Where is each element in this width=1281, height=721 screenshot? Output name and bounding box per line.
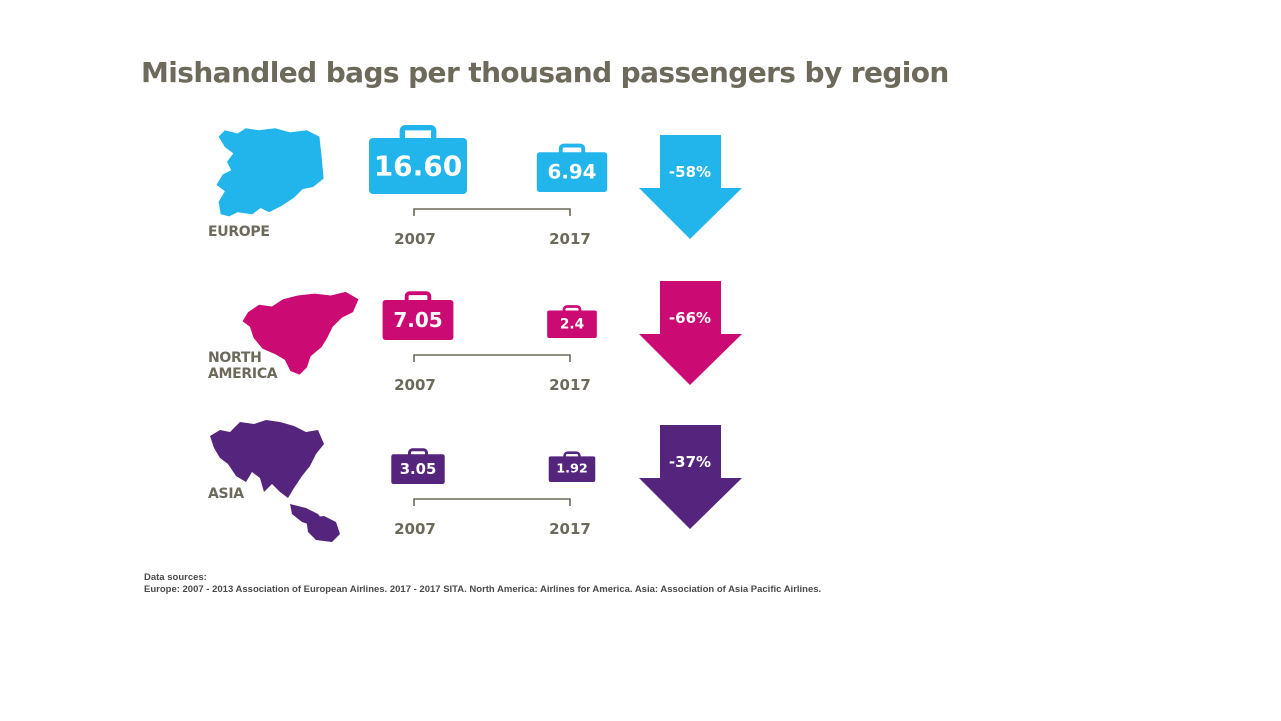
region-row-asia: ASIA 2007 2017 -37%: [208, 420, 742, 542]
region-label-asia: ASIA: [208, 486, 245, 502]
timeline-bracket: [413, 208, 571, 216]
region-label-line: AMERICA: [208, 366, 278, 382]
suitcase-north_america-2007: 7.05: [382, 291, 454, 340]
suitcase-body: [369, 138, 467, 194]
suitcase-value-label: 6.94: [548, 161, 597, 184]
timeline-bracket: [413, 354, 571, 362]
year-label-2007: 2007: [394, 520, 436, 538]
suitcase-value-label: 2.4: [560, 316, 584, 332]
region-label-europe: EUROPE: [208, 224, 270, 240]
suitcase-north_america-2017: 2.4: [547, 305, 597, 338]
down-arrow-icon: [639, 425, 742, 529]
region-label-line: ASIA: [208, 486, 244, 502]
suitcase-value-label: 16.60: [374, 150, 463, 183]
suitcase-body: [547, 310, 597, 338]
asia-map-icon: [210, 420, 340, 542]
suitcase-value-label: 3.05: [400, 460, 437, 478]
suitcase-body: [536, 152, 608, 192]
down-arrow-icon: [639, 281, 742, 385]
suitcase-value-label: 7.05: [393, 308, 442, 332]
change-percent-label: -37%: [669, 453, 711, 471]
europe-map-icon: [216, 128, 324, 217]
suitcase-value-label: 1.92: [556, 462, 588, 477]
suitcase-body: [391, 454, 445, 484]
change-percent-label: -66%: [669, 309, 711, 327]
change-percent-label: -58%: [669, 163, 711, 181]
region-row-europe: EUROPE 2007 2017 -58%: [208, 128, 742, 248]
year-label-2017: 2017: [549, 230, 591, 248]
year-label-2017: 2017: [549, 520, 591, 538]
year-label-2017: 2017: [549, 376, 591, 394]
suitcase-asia-2017: 1.92: [548, 451, 596, 482]
year-label-2007: 2007: [394, 376, 436, 394]
suitcase-europe-2017: 6.94: [536, 143, 608, 192]
data-sources-text: Europe: 2007 - 2013 Association of Europ…: [144, 584, 822, 595]
north-america-map-icon: [242, 291, 359, 375]
suitcase-asia-2007: 3.05: [391, 448, 445, 484]
year-label-2007: 2007: [394, 230, 436, 248]
timeline-bracket: [413, 498, 571, 506]
data-sources: Data sources: Europe: 2007 - 2013 Associ…: [144, 572, 821, 596]
suitcase-body: [548, 456, 596, 482]
chart-title: Mishandled bags per thousand passengers …: [141, 56, 949, 89]
suitcase-body: [382, 300, 454, 340]
suitcase-europe-2007: 16.60: [369, 124, 467, 194]
data-sources-heading: Data sources:: [144, 572, 207, 583]
down-arrow-icon: [639, 135, 742, 239]
region-label-line: NORTH: [208, 350, 262, 366]
region-label-line: EUROPE: [208, 224, 270, 240]
